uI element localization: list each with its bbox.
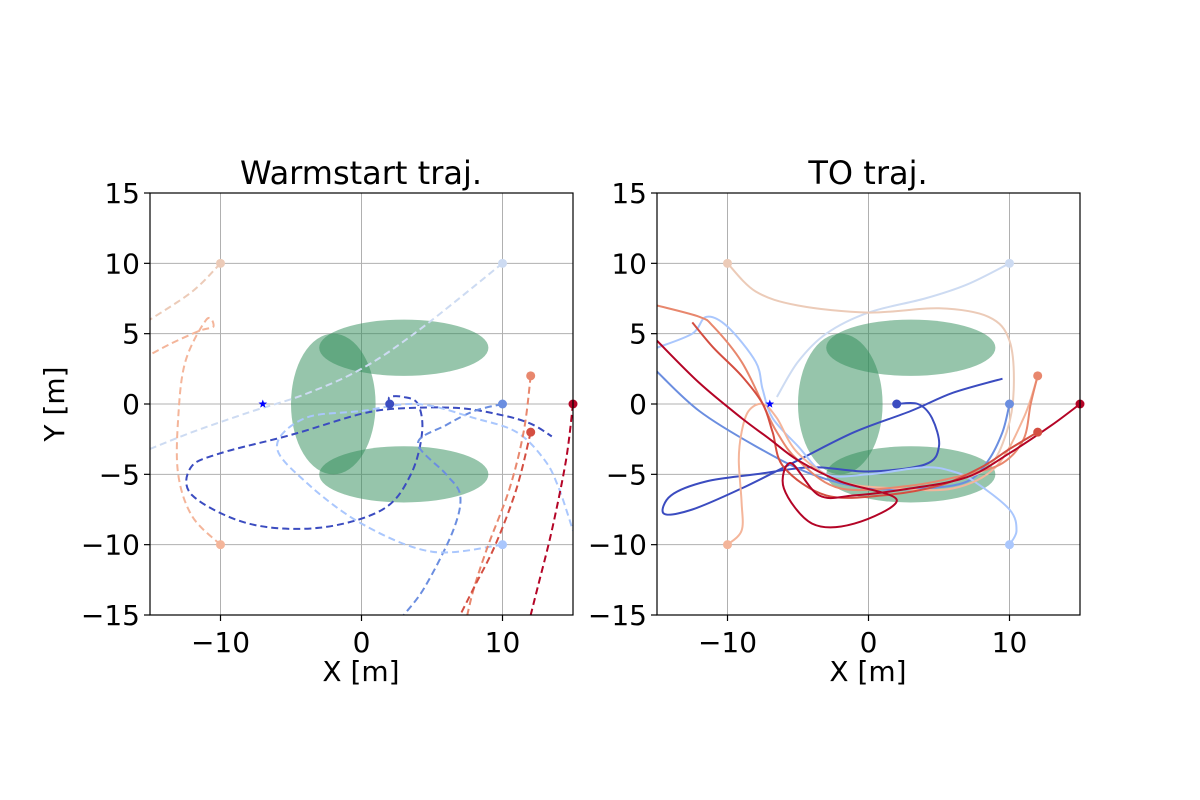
x-tick-label: 10: [485, 626, 521, 659]
trajectory-line-1: [402, 403, 503, 615]
y-tick-label: 10: [104, 247, 140, 280]
x-tick-label: 0: [353, 626, 371, 659]
trajectory-line-3: [150, 262, 504, 450]
start-marker-0: [385, 399, 395, 409]
trajectories: [657, 262, 1080, 546]
obstacles: [291, 319, 489, 503]
trajectory-line-5: [726, 375, 1039, 546]
y-tick-label: 5: [122, 318, 140, 351]
trajectory-line-0: [661, 377, 1003, 516]
y-tick-label: 5: [629, 318, 647, 351]
y-tick-label: 10: [611, 247, 647, 280]
x-tick-label: 0: [860, 626, 878, 659]
trajectory-line-1: [657, 370, 1011, 491]
trajectory-line-6: [466, 375, 532, 615]
start-marker-6: [1033, 371, 1043, 381]
x-tick-label: −10: [191, 626, 250, 659]
start-marker-6: [526, 371, 536, 381]
trajectory-line-2: [657, 315, 1018, 546]
obstacle-ellipse: [319, 446, 489, 503]
start-marker-4: [216, 258, 225, 268]
warmstart-ylabel: Y [m]: [38, 366, 71, 442]
start-marker-3: [1005, 258, 1014, 268]
start-marker-1: [1005, 399, 1014, 409]
y-tick-label: 15: [611, 177, 647, 210]
start-marker-7: [526, 427, 536, 437]
y-tick-label: −5: [606, 458, 647, 491]
trajectory-line-7: [691, 321, 1039, 499]
y-tick-label: −5: [99, 458, 140, 491]
trajectory-line-4: [726, 262, 1015, 483]
y-tick-label: 0: [629, 388, 647, 421]
warmstart-plot-area: −10 0 10 −15 −10 −5 0 5 10 15: [81, 177, 578, 659]
x-tick-label: 10: [992, 626, 1028, 659]
goal-star-marker: [765, 399, 775, 408]
start-marker-1: [498, 399, 507, 409]
trajectories: [150, 262, 573, 615]
start-marker-3: [498, 258, 507, 268]
to-xlabel: X [m]: [829, 655, 906, 688]
to-panel: TO traj. X [m] −10 0 10 −15 −10 −5 0 5 10 15: [588, 154, 1085, 688]
trajectory-line-5: [150, 316, 222, 546]
to-title: TO traj.: [807, 154, 927, 192]
start-marker-7: [1033, 427, 1043, 437]
obstacle-ellipse: [798, 333, 883, 475]
y-tick-label: −15: [588, 599, 647, 632]
y-tick-label: 0: [122, 388, 140, 421]
goal-star-marker: [258, 399, 268, 408]
start-marker-5: [216, 540, 225, 550]
trajectory-line-4: [150, 262, 222, 321]
warmstart-title: Warmstart traj.: [240, 154, 482, 192]
start-marker-2: [498, 540, 507, 550]
y-tick-label: −10: [81, 529, 140, 562]
warmstart-panel: Warmstart traj. X [m] Y [m] −10 0 10−15−10…: [38, 154, 578, 688]
y-tick-label: −10: [588, 529, 647, 562]
start-marker-5: [723, 540, 732, 550]
obstacle-ellipse: [291, 333, 376, 475]
x-tick-label: −10: [698, 626, 757, 659]
y-tick-label: −15: [81, 599, 140, 632]
start-marker-0: [892, 399, 902, 409]
y-tick-label: 15: [104, 177, 140, 210]
warmstart-xlabel: X [m]: [322, 655, 399, 688]
start-marker-2: [1005, 540, 1014, 550]
trajectory-line-8: [657, 339, 1080, 529]
start-marker-4: [723, 258, 732, 268]
to-plot-area: −10 0 10 −15 −10 −5 0 5 10 15: [588, 177, 1085, 659]
trajectory-line-2: [275, 402, 573, 554]
trajectory-line-8: [529, 403, 573, 615]
trajectory-line-7: [459, 431, 532, 615]
